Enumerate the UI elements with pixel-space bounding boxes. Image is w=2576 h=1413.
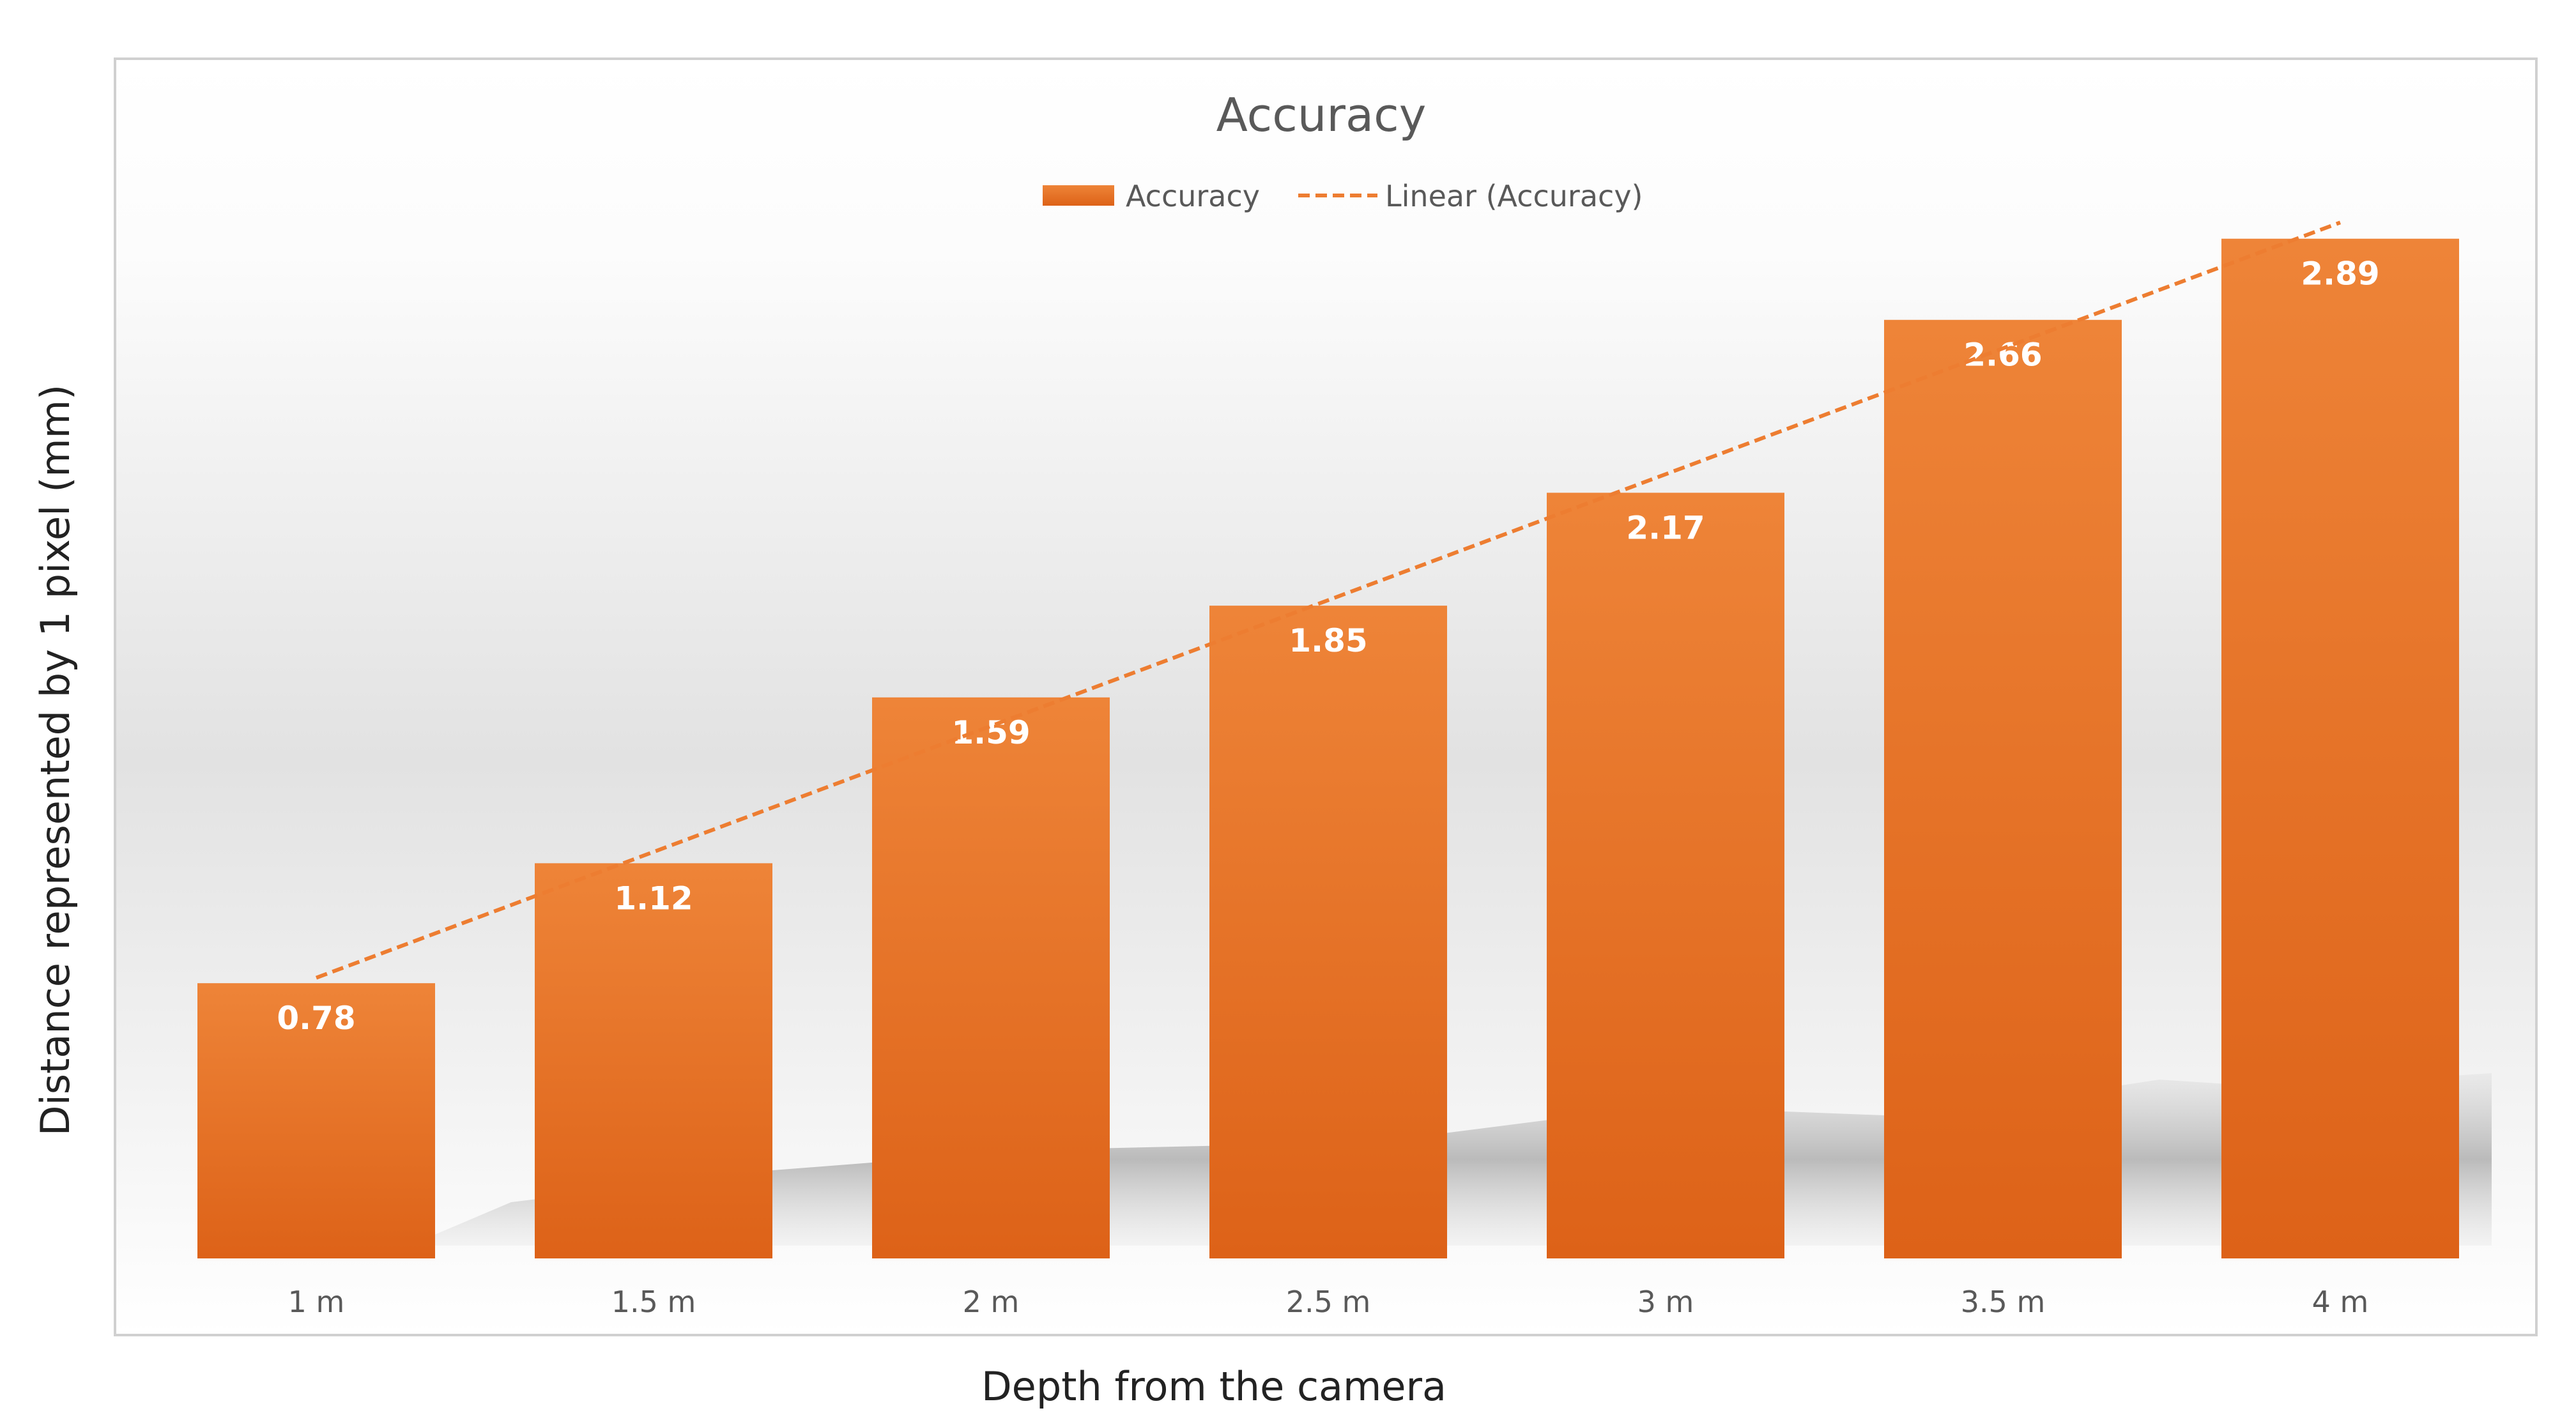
legend-label-trendline: Linear (Accuracy) — [1385, 179, 1643, 213]
data-label: 1.59 — [951, 714, 1030, 751]
bars — [197, 238, 2459, 1259]
legend: Accuracy Linear (Accuracy) — [1043, 179, 1643, 213]
x-tick-label: 1.5 m — [611, 1285, 696, 1319]
data-label: 1.85 — [1289, 622, 1367, 659]
bar-1-m — [197, 983, 435, 1258]
bar-4-m — [2221, 238, 2459, 1259]
x-tick-labels: 1 m 1.5 m 2 m 2.5 m 3 m 3.5 m 4 m — [288, 1285, 2369, 1319]
x-tick-label: 2.5 m — [1286, 1285, 1371, 1319]
bar-1-5-m — [535, 863, 772, 1258]
legend-label-accuracy: Accuracy — [1126, 179, 1260, 213]
data-label: 2.66 — [1963, 337, 2042, 374]
x-tick-label: 4 m — [2312, 1285, 2369, 1319]
x-tick-label: 3 m — [1637, 1285, 1694, 1319]
x-axis-title: Depth from the camera — [981, 1363, 1446, 1410]
data-label: 1.12 — [614, 880, 693, 917]
y-axis-title: Distance represented by 1 pixel (mm) — [32, 385, 79, 1136]
x-tick-label: 3.5 m — [1961, 1285, 2046, 1319]
bar-2-5-m — [1209, 606, 1447, 1258]
data-label: 2.17 — [1626, 509, 1705, 546]
bar-2-m — [872, 697, 1110, 1258]
bar-3-5-m — [1884, 319, 2122, 1258]
data-label: 2.89 — [2301, 256, 2379, 293]
trendline-group — [315, 220, 2342, 980]
data-labels: 0.78 1.12 1.59 1.85 2.17 2.66 2.89 — [277, 256, 2379, 1037]
trendline — [315, 220, 2342, 980]
legend-swatch-accuracy — [1043, 185, 1114, 206]
chart-title: Accuracy — [1216, 88, 1427, 142]
x-tick-label: 1 m — [288, 1285, 345, 1319]
x-tick-label: 2 m — [963, 1285, 1020, 1319]
data-label: 0.78 — [277, 1000, 355, 1037]
bar-3-m — [1547, 493, 1784, 1259]
